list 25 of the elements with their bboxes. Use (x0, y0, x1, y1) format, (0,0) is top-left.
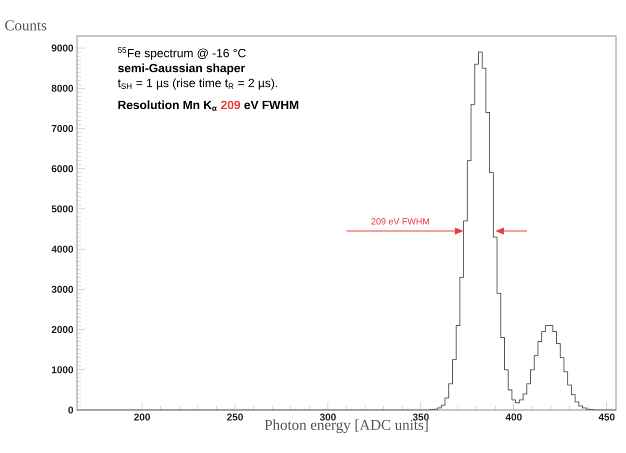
annotation: t$_{SH}$ = 1 µs (rise time t$_{R}$ = 2 µs). (118, 78, 278, 90)
x-tick-label: 300 (320, 414, 336, 421)
y-tick-label: 4000 (51, 246, 74, 253)
annotation: Resolution Mn K$_{α}$ (118, 100, 217, 111)
annotation: $^{55}$Fe spectrum @ -16 °C (118, 47, 246, 60)
annotation: eV FWHM (244, 100, 298, 110)
x-tick-label: 250 (227, 414, 243, 421)
y-tick-label: 7000 (52, 124, 74, 132)
annotation: 209 (221, 100, 240, 110)
y-axis-title: Counts (5, 20, 46, 30)
annotation: semi-Gaussian shaper (118, 64, 246, 75)
x-tick-label: 350 (412, 414, 429, 421)
annotation: 209 eV FWHM (371, 218, 430, 225)
y-tick-label: 0 (68, 406, 74, 414)
y-tick-label: 5000 (52, 205, 74, 212)
x-axis-title: Photon energy [ADC units] (264, 419, 428, 433)
y-tick-label: 3000 (52, 286, 74, 293)
y-tick-label: 6000 (52, 165, 74, 172)
y-tick-label: 1000 (52, 366, 74, 374)
y-tick-label: 2000 (52, 326, 74, 334)
y-tick-label: 9000 (52, 44, 74, 52)
x-tick-label: 450 (598, 414, 615, 421)
y-tick-label: 8000 (52, 84, 74, 92)
x-tick-label: 400 (506, 414, 522, 421)
x-tick-label: 200 (134, 414, 150, 421)
